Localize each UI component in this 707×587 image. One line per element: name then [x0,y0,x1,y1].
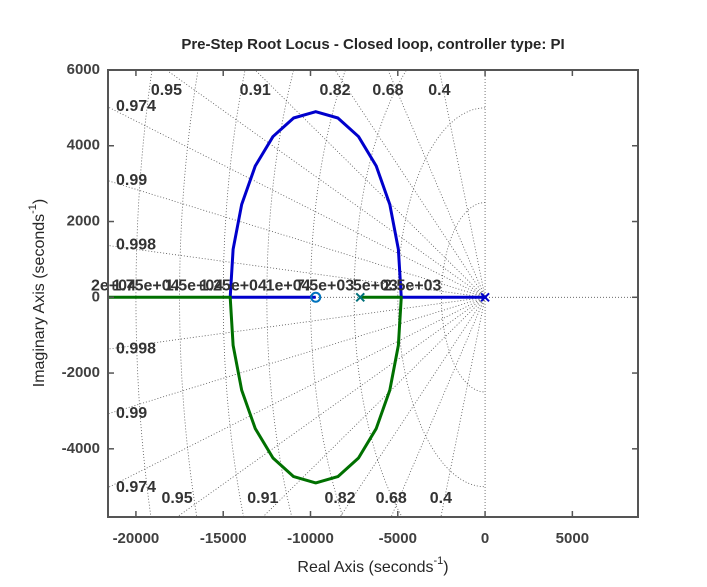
x-tick-label: -5000 [379,530,417,547]
locus-branch [228,110,486,299]
frequency-circle [441,202,486,393]
frequency-label: 5e+03 [353,278,398,295]
x-tick-label: -15000 [200,530,247,547]
damping-label: 0.998 [116,340,156,357]
pole-marker [480,292,490,302]
damping-label: 0.998 [116,237,156,254]
frequency-label: 1.5e+04 [165,278,223,295]
pole-marker [355,292,365,302]
frequency-label: 1e+04 [266,278,311,295]
x-tick-label: -20000 [113,530,160,547]
x-axis-label: Real Axis (seconds-1) [297,555,448,576]
y-tick-label: 0 [92,288,100,305]
damping-label: 0.82 [324,490,355,507]
x-tick-label: 0 [481,530,489,547]
damping-label: 0.4 [428,82,450,99]
y-label-text: Imaginary Axis (seconds [31,214,48,387]
damping-label: 0.82 [319,82,350,99]
y-tick-label: 2000 [67,212,100,229]
damping-label: 0.68 [376,490,407,507]
x-tick-label: 5000 [556,530,589,547]
frequency-label: 1.25e+04 [200,278,267,295]
y-tick-label: -2000 [62,364,100,381]
damping-label: 0.95 [151,82,182,99]
damping-label: 0.91 [240,82,271,99]
frequency-label: 1.75e+04 [112,278,179,295]
x-label-sup: -1 [433,555,443,567]
frequency-label: 2e+04 [91,278,136,295]
locus-branch [108,295,403,485]
damping-label: 0.68 [372,82,403,99]
y-axis-label: Imaginary Axis (seconds-1) [27,199,48,388]
damping-label: 0.974 [116,98,156,115]
damping-label: 0.4 [430,490,452,507]
x-label-text: Real Axis (seconds [297,559,433,576]
chart-title: Pre-Step Root Locus - Closed loop, contr… [181,36,564,53]
frequency-label: 2.5e+03 [383,278,441,295]
y-label-sup: -1 [27,204,39,214]
y-tick-label: 6000 [67,61,100,78]
y-tick-label: -4000 [62,440,100,457]
damping-label: 0.99 [116,405,147,422]
x-label-close: ) [443,559,448,576]
y-label-close: ) [31,199,48,204]
frequency-label: 7.5e+03 [296,278,354,295]
plot-area [108,70,638,517]
damping-label: 0.99 [116,172,147,189]
x-tick-label: -10000 [287,530,334,547]
damping-label: 0.91 [247,490,278,507]
zero-marker [310,291,322,303]
damping-label: 0.95 [161,490,192,507]
damping-label: 0.974 [116,479,156,496]
axes-box [107,69,639,518]
y-tick-label: 4000 [67,137,100,154]
overlay: 2e+041.75e+041.5e+041.25e+041e+047.5e+03… [62,61,639,547]
